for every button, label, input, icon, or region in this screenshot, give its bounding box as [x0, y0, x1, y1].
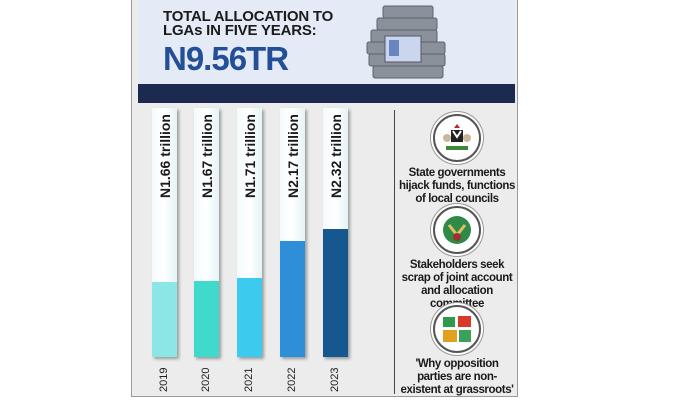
party-logos-icon — [433, 305, 481, 353]
story-item[interactable]: Stakeholders seek scrap of joint account… — [397, 206, 517, 311]
story-text: State governments hijack funds, function… — [398, 167, 516, 205]
bar-2022: N2.17 trillion — [280, 108, 305, 357]
nigeria-coat-of-arms-icon — [433, 114, 481, 162]
bar-fill — [237, 278, 262, 357]
value-label: N2.17 trillion — [284, 114, 301, 199]
bar-fill — [152, 282, 177, 357]
year-label: 2020 — [200, 367, 212, 392]
title: TOTAL ALLOCATION TO LGAs IN FIVE YEARS: — [163, 8, 334, 39]
money-stack-icon — [366, 5, 446, 79]
header-band — [138, 84, 515, 103]
faac-logo-icon — [433, 206, 481, 254]
bar-fill — [323, 229, 348, 357]
year-label: 2023 — [329, 367, 341, 392]
value-label: N1.71 trillion — [241, 114, 258, 199]
divider — [394, 110, 395, 394]
value-label: N2.32 trillion — [327, 114, 344, 199]
year-label: 2019 — [158, 367, 170, 392]
story-item[interactable]: 'Why opposition parties are non-existent… — [397, 305, 517, 397]
infographic-panel: TOTAL ALLOCATION TO LGAs IN FIVE YEARS: … — [131, 0, 518, 397]
story-item[interactable]: State governments hijack funds, function… — [397, 114, 517, 206]
bar-2021: N1.71 trillion — [237, 108, 262, 357]
year-label: 2021 — [243, 367, 255, 392]
story-text: 'Why opposition parties are non-existent… — [400, 358, 514, 396]
title-line-2: LGAs IN FIVE YEARS: — [163, 22, 317, 39]
bar-fill — [280, 241, 305, 357]
bar-fill — [194, 281, 219, 357]
bar-2023: N2.32 trillion — [323, 108, 348, 357]
story-text: Stakeholders seek scrap of joint account… — [401, 259, 513, 310]
value-label: N1.67 trillion — [198, 114, 215, 199]
total-allocation: N9.56TR — [163, 40, 289, 77]
bar-2019: N1.66 trillion — [152, 108, 177, 357]
header: TOTAL ALLOCATION TO LGAs IN FIVE YEARS: … — [138, 0, 515, 84]
title-line-1: TOTAL ALLOCATION TO — [163, 8, 334, 25]
value-label: N1.66 trillion — [156, 114, 173, 199]
bar-2020: N1.67 trillion — [194, 108, 219, 357]
year-label: 2022 — [286, 367, 298, 392]
